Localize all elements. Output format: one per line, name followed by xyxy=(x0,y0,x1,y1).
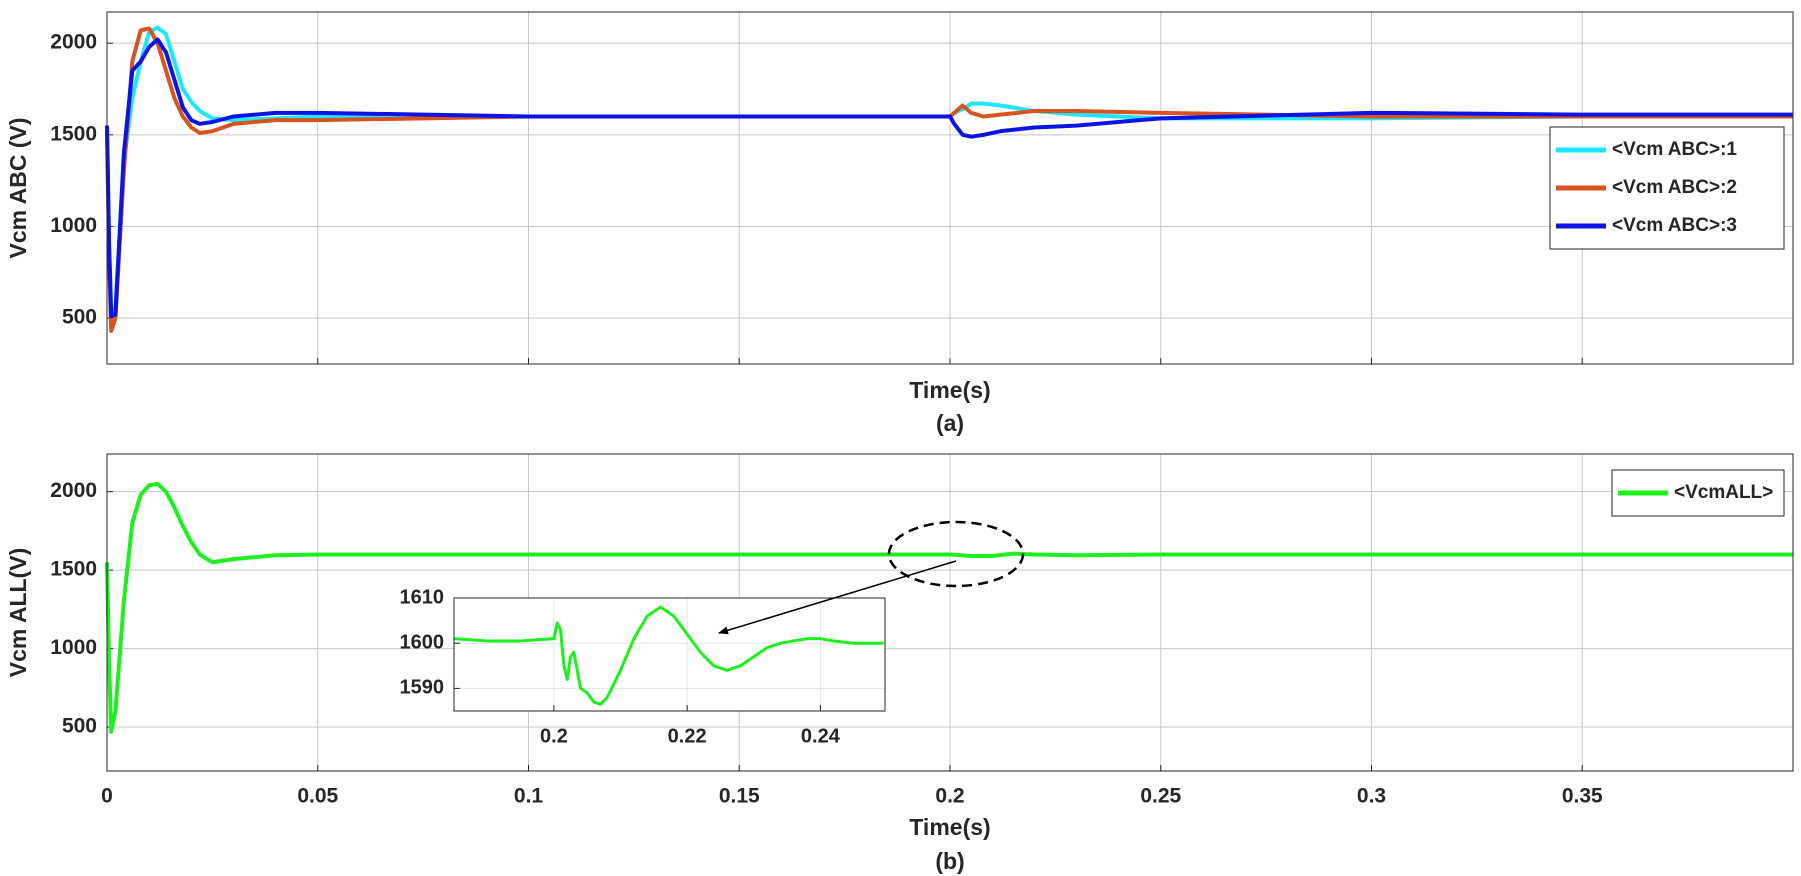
x-tick-label: 0.2 xyxy=(540,725,568,747)
x-tick-label: 0.2 xyxy=(935,785,964,808)
y-tick-label: 1610 xyxy=(400,586,445,608)
y-tick-label: 1000 xyxy=(50,214,97,237)
x-tick-label: 0.1 xyxy=(514,785,544,808)
x-tick-label: 0.22 xyxy=(668,725,707,747)
x-tick-label: 0.24 xyxy=(801,725,841,747)
plot-area xyxy=(454,598,885,711)
x-tick-label: 0.05 xyxy=(297,785,338,808)
y-axis-label: Vcm ALL(V) xyxy=(5,548,31,678)
plot-frame xyxy=(106,11,1794,365)
series-line xyxy=(105,481,1793,734)
x-tick-label: 0 xyxy=(101,785,113,808)
y-tick-label: 1500 xyxy=(50,122,97,145)
y-axis-label: Vcm ABC (V) xyxy=(5,118,31,259)
legend-label: <VcmALL> xyxy=(1674,482,1773,503)
y-tick-label: 1000 xyxy=(50,636,97,659)
x-tick-label: 0.35 xyxy=(1562,785,1603,808)
y-tick-label: 1590 xyxy=(400,677,445,699)
x-tick-label: 0.15 xyxy=(719,785,760,808)
series-line xyxy=(453,605,884,706)
zoom-ellipse xyxy=(887,520,1025,588)
x-tick-label: 0.25 xyxy=(1140,785,1181,808)
x-axis-label: Time(s) xyxy=(909,814,990,840)
y-tick-label: 500 xyxy=(62,306,97,329)
plot-frame xyxy=(106,453,1794,772)
plot-frame xyxy=(453,597,886,712)
x-axis-label: Time(s) xyxy=(909,377,990,403)
series-line xyxy=(105,37,1793,319)
x-tick-label: 0.3 xyxy=(1357,785,1386,808)
y-tick-label: 2000 xyxy=(50,31,97,54)
series-line xyxy=(105,26,1793,333)
caption: (a) xyxy=(936,410,964,436)
legend-label: <Vcm ABC>:2 xyxy=(1612,177,1737,198)
caption: (b) xyxy=(935,848,964,874)
y-tick-label: 1500 xyxy=(50,558,97,581)
zoom-arrow xyxy=(718,560,957,635)
y-tick-label: 2000 xyxy=(50,479,97,502)
legend-label: <Vcm ABC>:1 xyxy=(1612,139,1737,160)
y-tick-label: 500 xyxy=(62,715,97,738)
y-tick-label: 1600 xyxy=(400,631,445,653)
legend-label: <Vcm ABC>:3 xyxy=(1612,215,1737,236)
